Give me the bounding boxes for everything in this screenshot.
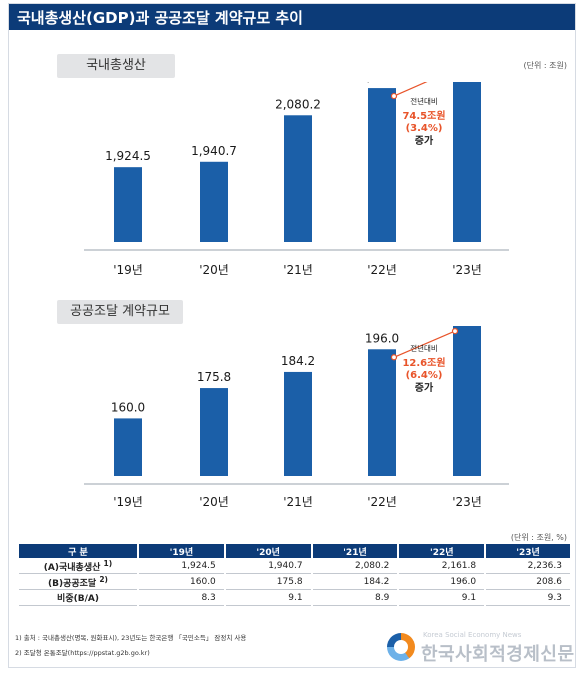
data-label: 2,161.8 (359, 82, 405, 84)
table-cell: 8.3 (137, 589, 225, 606)
annotation-suffix: 증가 (415, 381, 434, 394)
table-cell: 175.8 (223, 573, 312, 590)
bar (453, 82, 481, 243)
gdp-chart: 1,924.5 '19년 1,940.7 '20년 2,080.2 '21년 2,161.8… (84, 82, 509, 277)
table-cell: 8.9 (310, 589, 399, 606)
table-row: (A)국내총생산 1) 1,924.5 1,940.7 2,080.2 2,16… (19, 558, 570, 574)
data-label: 175.8 (197, 370, 231, 384)
logo-name: 한국사회적경제신문 (421, 644, 575, 665)
annotation-suffix: 증가 (415, 134, 434, 147)
growth-dot (451, 327, 459, 335)
table-row: 비중(B/A) 8.3 9.1 8.9 9.1 9.3 (19, 589, 570, 606)
table-cell: 208.6 (484, 573, 570, 590)
data-label: 1,940.7 (191, 144, 237, 158)
procurement-panel-title: 공공조달 계약규모 (57, 300, 183, 324)
table-header-2023: '23년 (484, 544, 570, 558)
unit-label-table: (단위 : 조원, %) (510, 533, 567, 542)
table-cell: 2,080.2 (310, 558, 399, 574)
x-tick-label: '20년 (199, 263, 229, 277)
annotation-percent: (6.4%) (406, 370, 443, 381)
infographic-frame: 국내총생산(GDP)과 공공조달 계약규모 추이 (단위 : 조원) 국내총생산… (8, 3, 576, 668)
data-label: 2,080.2 (275, 97, 321, 111)
table-cell: 1,940.7 (223, 558, 312, 574)
procurement-chart: 160.0'19년175.8'20년184.2'21년196.0'22년208.… (84, 326, 509, 509)
title-bar: 국내총생산(GDP)과 공공조달 계약규모 추이 (9, 4, 575, 30)
footnote-2: 2) 조달청 온통조달(https://ppstat.g2b.go.kr) (15, 649, 150, 657)
infographic-title: 국내총생산(GDP)과 공공조달 계약규모 추이 (17, 9, 303, 27)
table-cell: 2,236.3 (484, 558, 570, 574)
table-cell: 9.1 (397, 589, 486, 606)
bar (368, 88, 396, 242)
x-tick-label: '21년 (283, 495, 313, 509)
bar (200, 161, 228, 242)
publisher-logo: Korea Social Economy News 한국사회적경제신문 (387, 631, 582, 669)
bar (284, 371, 312, 476)
annotation-amount: 12.6조원 (402, 356, 445, 369)
logo-subtitle: Korea Social Economy News (423, 631, 522, 639)
gdp-panel-title: 국내총생산 (57, 54, 175, 78)
bar (200, 388, 228, 476)
table-cell: 160.0 (137, 573, 225, 590)
x-tick-label: '23년 (452, 495, 482, 509)
table-header-2019: '19년 (137, 544, 225, 558)
data-label: 160.0 (111, 400, 145, 414)
growth-connector (393, 330, 456, 358)
bar (453, 326, 481, 476)
table-header-2022: '22년 (397, 544, 486, 558)
bar (114, 167, 142, 242)
bar (114, 418, 142, 476)
x-tick-label: '20년 (199, 495, 229, 509)
annotation-percent: (3.4%) (406, 123, 443, 134)
x-tick-label: '23년 (452, 263, 482, 277)
x-tick-label: '19년 (113, 263, 143, 277)
annotation-prefix: 전년대비 (410, 96, 438, 106)
table-cell: 2,161.8 (397, 558, 486, 574)
data-label: 1,924.5 (105, 149, 151, 163)
unit-label-top: (단위 : 조원) (523, 61, 567, 70)
bar (368, 349, 396, 476)
data-table: 구 분 '19년 '20년 '21년 '22년 '23년 (A)국내총생산 1)… (19, 544, 570, 606)
table-header-2020: '20년 (223, 544, 312, 558)
table-cell: 184.2 (310, 573, 399, 590)
footnote-1: 1) 출처 : 국내총생산(명목, 원화표시), 23년도는 한국은행 「국민소… (15, 634, 247, 642)
data-label: 184.2 (281, 354, 315, 368)
table-cell: 196.0 (397, 573, 486, 590)
bar (284, 115, 312, 242)
table-row: (B)공공조달 2) 160.0 175.8 184.2 196.0 208.6 (19, 573, 570, 590)
x-tick-label: '22년 (367, 495, 397, 509)
table-cell: 9.1 (223, 589, 312, 606)
row-label-ratio: 비중(B/A) (19, 589, 138, 606)
row-label-procurement: (B)공공조달 2) (19, 573, 138, 590)
x-tick-label: '21년 (283, 263, 313, 277)
annotation-amount: 74.5조원 (402, 109, 445, 122)
growth-connector (393, 82, 428, 97)
row-label-gdp: (A)국내총생산 1) (19, 558, 138, 574)
logo-mark-icon (387, 633, 415, 661)
data-label: 196.0 (365, 331, 399, 345)
table-header-category: 구 분 (19, 544, 138, 558)
growth-dot (390, 354, 398, 361)
x-tick-label: '19년 (113, 495, 143, 509)
annotation-prefix: 전년대비 (410, 343, 438, 353)
table-cell: 1,924.5 (137, 558, 225, 574)
table-cell: 9.3 (484, 589, 570, 606)
table-header-2021: '21년 (310, 544, 399, 558)
table-header-row: 구 분 '19년 '20년 '21년 '22년 '23년 (19, 544, 570, 558)
growth-dot (390, 92, 398, 100)
x-tick-label: '22년 (367, 263, 397, 277)
